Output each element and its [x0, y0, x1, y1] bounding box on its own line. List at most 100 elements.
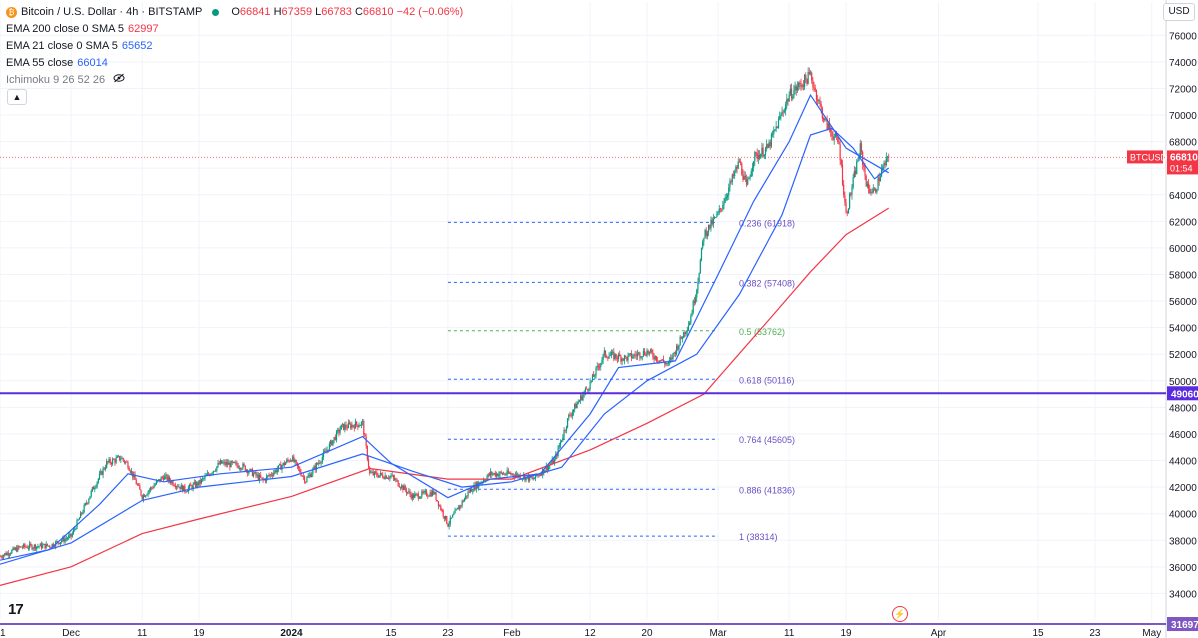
candle-body	[559, 442, 562, 446]
x-tick-label: May	[1142, 628, 1161, 638]
x-tick-label: 15	[1032, 628, 1044, 638]
candle-body	[45, 543, 47, 549]
candle-body	[301, 475, 303, 477]
candle-body	[437, 501, 440, 507]
candle-body	[710, 219, 712, 229]
candle-body	[93, 487, 95, 490]
candle-body	[832, 136, 834, 140]
candle-body	[337, 429, 339, 432]
candle-body	[162, 477, 165, 480]
candle-body	[854, 170, 857, 175]
candle-body	[587, 389, 589, 391]
candle-body	[7, 552, 9, 556]
candle-body	[883, 163, 885, 167]
candle-body	[175, 486, 178, 488]
candle-body	[508, 473, 511, 474]
y-tick-label: 58000	[1169, 270, 1197, 281]
candle-body	[678, 344, 680, 350]
symbol-row[interactable]: ₿ Bitcoin / U.S. Dollar · 4h · BITSTAMP …	[6, 4, 463, 21]
candle-body	[499, 471, 501, 475]
candle-body	[565, 427, 568, 431]
candle-body	[748, 177, 750, 180]
eye-off-icon[interactable]	[113, 72, 125, 89]
candle-body	[404, 485, 406, 490]
currency-selector[interactable]: USD	[1163, 3, 1195, 21]
candle-body	[229, 462, 231, 468]
candle-body	[68, 535, 70, 539]
candle-body	[77, 519, 79, 521]
candle-body	[330, 440, 332, 444]
candle-body	[63, 537, 65, 542]
candle-body	[344, 424, 346, 430]
candle-body	[408, 491, 410, 493]
indicator-ema55[interactable]: EMA 55 close 66014	[6, 55, 463, 72]
candle-body	[325, 450, 327, 452]
indicator-ichimoku[interactable]: Ichimoku 9 26 52 26	[6, 72, 463, 89]
candle-body	[777, 118, 780, 129]
candle-body	[373, 471, 376, 476]
candle-body	[0, 556, 1, 558]
candle-body	[46, 543, 48, 546]
y-tick-label: 74000	[1169, 58, 1197, 69]
candle-body	[236, 462, 238, 466]
indicator-ema21[interactable]: EMA 21 close 0 SMA 5 65652	[6, 38, 463, 55]
candle-body	[216, 466, 218, 471]
candle-body	[512, 473, 514, 476]
candle-body	[562, 437, 564, 441]
candle-body	[232, 461, 235, 463]
candle-body	[366, 446, 368, 460]
candle-body	[0, 556, 2, 558]
candle-body	[886, 156, 889, 158]
candle-body	[774, 129, 776, 131]
candle-body	[128, 468, 130, 471]
candle-body	[844, 195, 846, 203]
indicator-ema200[interactable]: EMA 200 close 0 SMA 5 62997	[6, 21, 463, 38]
candle-body	[585, 388, 588, 390]
symbol-title[interactable]: Bitcoin / U.S. Dollar · 4h · BITSTAMP	[21, 6, 203, 18]
candle-body	[864, 167, 866, 176]
fib-level-label: 0.886 (41836)	[739, 485, 795, 495]
candle-body	[869, 188, 871, 194]
candle-body	[427, 495, 429, 497]
candle-body	[110, 463, 112, 465]
candle-body	[673, 352, 675, 354]
candle-body	[857, 160, 859, 162]
candle-body	[380, 472, 383, 475]
tradingview-logo-icon[interactable]: 17	[8, 601, 24, 618]
candle-body	[186, 491, 188, 493]
candle-body	[872, 189, 874, 193]
candle-body	[417, 493, 419, 499]
candle-body	[309, 474, 312, 478]
candle-body	[718, 208, 720, 213]
candle-body	[723, 202, 725, 206]
candle-body	[411, 494, 413, 499]
candle-body	[276, 469, 278, 473]
candle-body	[711, 219, 713, 225]
y-tick-label: 44000	[1169, 457, 1197, 468]
chevron-up-icon[interactable]: ▲	[7, 89, 27, 105]
candle-body	[876, 189, 878, 193]
candle-body	[818, 100, 820, 101]
x-tick-label: Apr	[931, 628, 947, 638]
candle-body	[603, 350, 605, 355]
candle-body	[351, 424, 353, 429]
candle-body	[335, 431, 338, 440]
flash-icon[interactable]: ⚡	[892, 606, 908, 622]
candle-body	[39, 543, 41, 547]
candle-body	[294, 460, 296, 462]
candle-body	[482, 480, 485, 483]
candle-body	[136, 484, 139, 486]
candle-body	[167, 476, 169, 481]
candle-body	[692, 300, 694, 313]
candle-body	[700, 247, 703, 261]
candle-body	[12, 547, 14, 551]
candle-body	[369, 467, 371, 473]
indicator-value: 62997	[128, 23, 159, 35]
candle-body	[33, 544, 35, 549]
candle-body	[431, 490, 434, 497]
candle-body	[270, 474, 272, 476]
candle-body	[664, 361, 666, 365]
candle-body	[820, 104, 822, 109]
candle-body	[642, 350, 645, 357]
